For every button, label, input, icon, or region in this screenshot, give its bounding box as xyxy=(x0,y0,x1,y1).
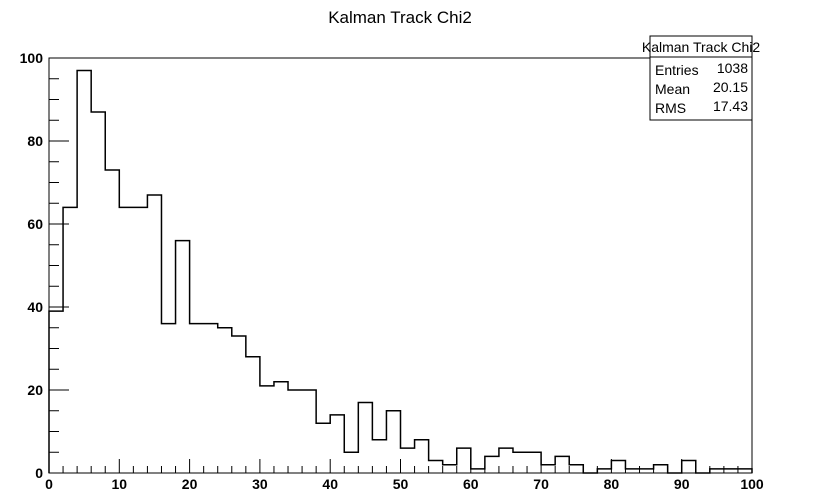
histogram-bin xyxy=(372,440,386,473)
histogram-bin xyxy=(555,456,569,473)
stats-rms-label: RMS xyxy=(655,100,686,116)
histogram-bin xyxy=(63,207,77,473)
histogram-bin xyxy=(611,461,625,473)
x-tick-label: 50 xyxy=(393,476,409,492)
histogram-bin xyxy=(471,469,485,473)
histogram-bin xyxy=(147,195,161,473)
stats-rms-value: 17.43 xyxy=(713,98,748,114)
histogram-bin xyxy=(527,452,541,473)
stats-mean-value: 20.15 xyxy=(713,79,748,95)
histogram-bin xyxy=(161,324,175,473)
x-tick-label: 10 xyxy=(112,476,128,492)
histogram-bin xyxy=(105,170,119,473)
histogram-bin xyxy=(218,328,232,473)
stats-box-frame xyxy=(649,35,753,121)
histogram-bin xyxy=(457,448,471,473)
histogram-bin xyxy=(386,411,400,473)
histogram-bins xyxy=(49,70,752,473)
x-tick-label: 40 xyxy=(322,476,338,492)
histogram-bin xyxy=(91,112,105,473)
x-tick-label: 90 xyxy=(674,476,690,492)
stats-entries-value: 1038 xyxy=(717,60,748,76)
histogram-bin xyxy=(316,423,330,473)
stats-box: Kalman Track Chi2 Entries 1038 Mean 20.1… xyxy=(642,35,760,121)
x-tick-label: 60 xyxy=(463,476,479,492)
histogram-bin xyxy=(569,465,583,473)
histogram-bin xyxy=(443,465,457,473)
histogram-bin xyxy=(330,415,344,473)
stats-mean-label: Mean xyxy=(655,81,690,97)
x-tick-label: 100 xyxy=(740,476,764,492)
chart-title: Kalman Track Chi2 xyxy=(328,8,472,27)
histogram-bin xyxy=(288,390,302,473)
histogram-outline xyxy=(48,69,753,474)
x-tick-label: 0 xyxy=(45,476,53,492)
histogram-bin xyxy=(260,386,274,473)
histogram-bin xyxy=(513,452,527,473)
histogram-bin xyxy=(710,469,724,473)
histogram-bin xyxy=(232,336,246,473)
y-tick-label: 0 xyxy=(35,465,43,481)
y-tick-label: 20 xyxy=(27,382,43,398)
histogram-bin xyxy=(49,311,63,473)
histogram-bin xyxy=(119,207,133,473)
histogram-bin xyxy=(176,241,190,473)
histogram-bin xyxy=(654,465,668,473)
histogram-bin xyxy=(302,390,316,473)
histogram-bin xyxy=(401,448,415,473)
histogram-bin xyxy=(190,324,204,473)
histogram-bin xyxy=(682,461,696,473)
histogram-bin xyxy=(344,452,358,473)
histogram-bin xyxy=(738,469,752,473)
y-tick-label: 40 xyxy=(27,299,43,315)
histogram-bin xyxy=(724,469,738,473)
x-tick-label: 80 xyxy=(604,476,620,492)
histogram-bin xyxy=(499,448,513,473)
histogram-bin xyxy=(133,207,147,473)
histogram-bin xyxy=(541,465,555,473)
histogram-bin xyxy=(625,469,639,473)
histogram-bin xyxy=(597,469,611,473)
histogram-bin xyxy=(429,461,443,473)
x-tick-label: 20 xyxy=(182,476,198,492)
histogram-bin xyxy=(77,70,91,473)
stats-entries-label: Entries xyxy=(655,62,699,78)
histogram-bin xyxy=(246,357,260,473)
histogram-bin xyxy=(274,382,288,473)
y-tick-label: 100 xyxy=(20,50,44,66)
histogram-bin xyxy=(640,469,654,473)
stats-box-title: Kalman Track Chi2 xyxy=(642,39,760,55)
histogram-bin xyxy=(415,440,429,473)
tick-labels: 0 10 20 30 40 50 60 70 80 90 100 0 20 40 60 80 100 xyxy=(20,50,764,492)
x-tick-label: 30 xyxy=(252,476,268,492)
histogram-bin xyxy=(485,456,499,473)
histogram-bin xyxy=(358,402,372,473)
y-tick-label: 60 xyxy=(27,216,43,232)
y-tick-label: 80 xyxy=(27,133,43,149)
x-tick-label: 70 xyxy=(533,476,549,492)
histogram-bin xyxy=(204,324,218,473)
